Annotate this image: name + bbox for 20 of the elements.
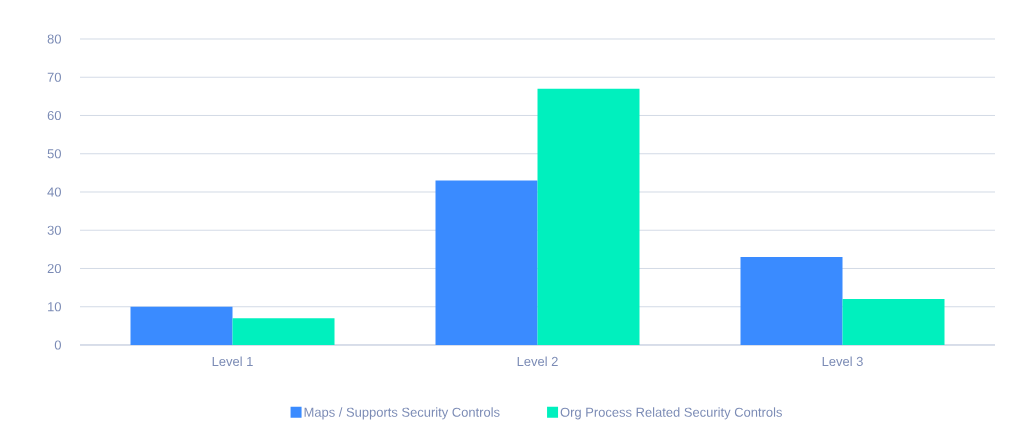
bar	[130, 306, 233, 345]
legend-label: Org Process Related Security Controls	[560, 407, 782, 420]
x-tick-label: Level 2	[517, 356, 558, 367]
y-tick-label: 10	[48, 302, 61, 312]
legend-label: Maps / Supports Security Controls	[304, 407, 500, 420]
y-tick-label: 0	[54, 340, 61, 350]
bar	[537, 88, 640, 345]
y-tick-label: 60	[47, 110, 61, 121]
bar	[842, 299, 945, 345]
y-tick-label: 30	[47, 225, 61, 235]
y-tick-label: 80	[47, 34, 61, 44]
y-tick-label: 50	[47, 149, 61, 159]
x-tick-label: Level 1	[212, 356, 253, 367]
y-tick-label: 40	[47, 187, 61, 197]
bar	[435, 180, 538, 345]
bar	[232, 318, 335, 345]
bar	[740, 257, 843, 345]
x-tick-label: Level 3	[822, 356, 863, 367]
y-tick-label: 20	[47, 263, 61, 274]
y-tick-label: 70	[47, 72, 61, 82]
